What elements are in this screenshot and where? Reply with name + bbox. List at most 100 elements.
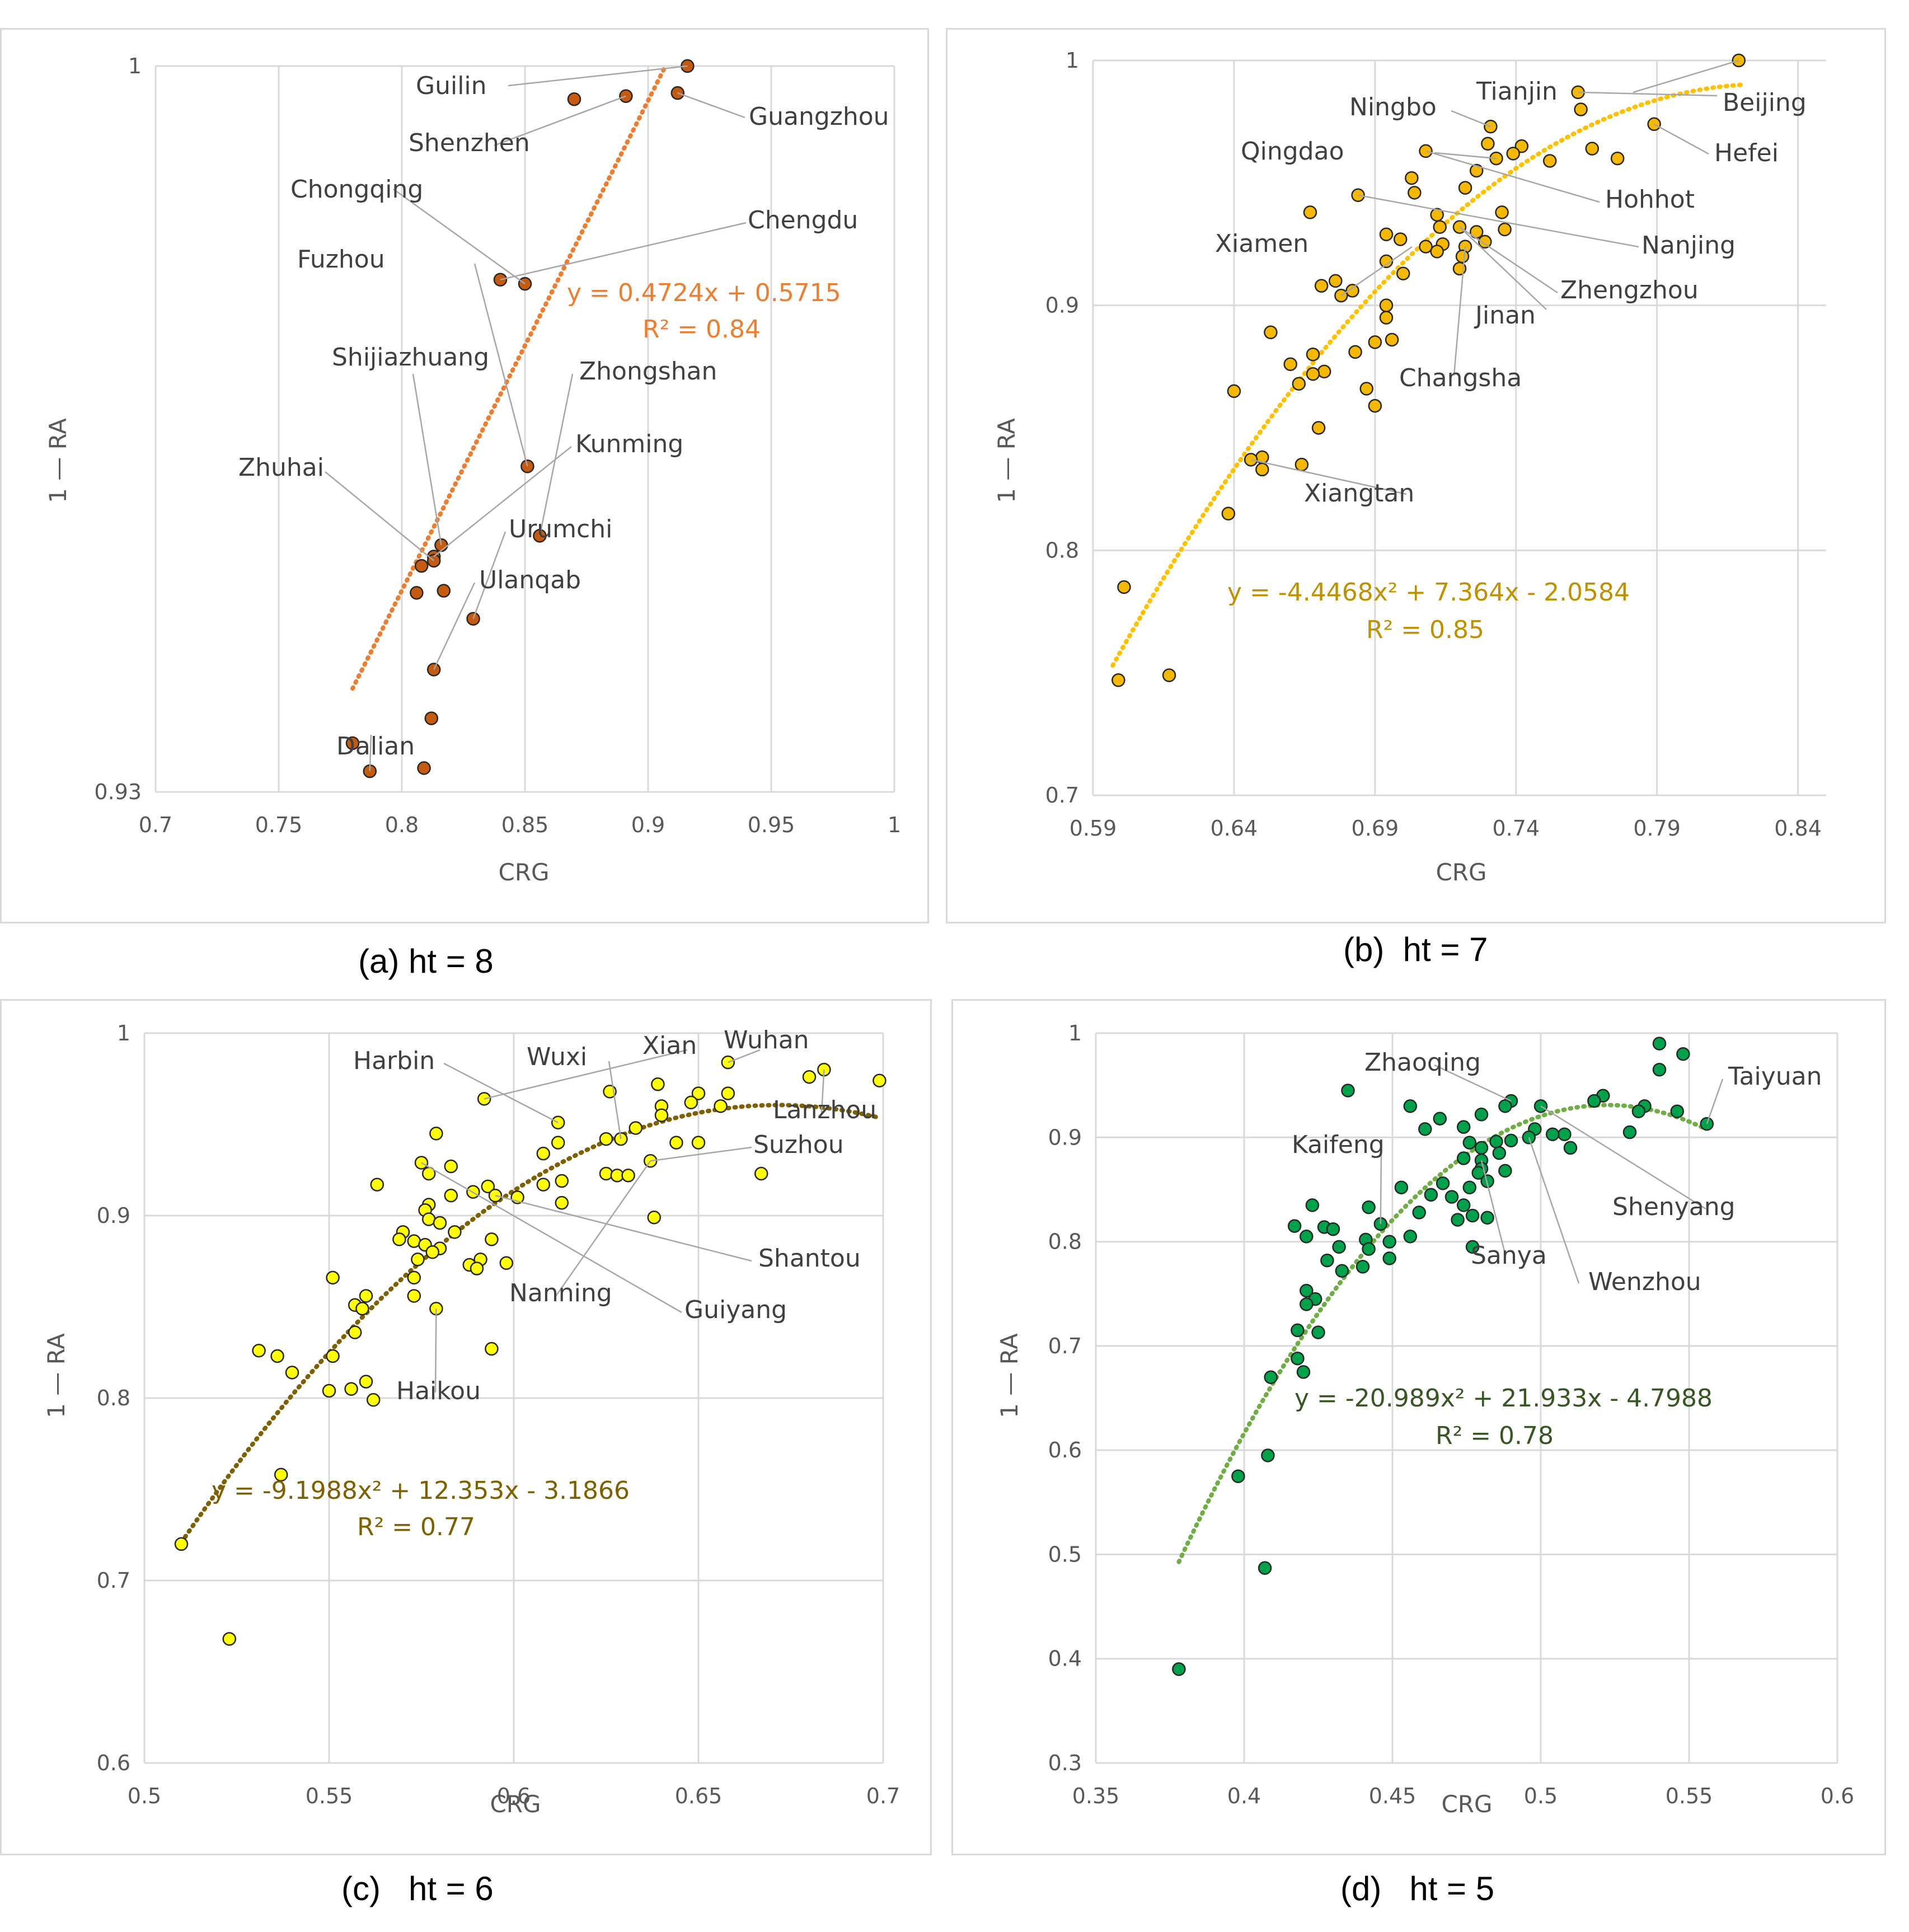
data-point (551, 1136, 565, 1150)
data-point (485, 1342, 499, 1356)
data-point (1227, 384, 1241, 398)
data-point (1306, 347, 1320, 362)
data-point (1587, 1094, 1601, 1108)
data-point (370, 1178, 384, 1192)
city-label-changsha: Changsha (1399, 364, 1522, 392)
city-label-fuzhou: Fuzhou (297, 245, 385, 274)
data-point (1419, 240, 1433, 254)
data-point (1394, 1180, 1409, 1194)
data-point (1264, 1370, 1278, 1384)
leader-line (494, 95, 626, 147)
data-point (448, 1225, 462, 1239)
data-point (802, 1070, 817, 1084)
y-tick-label: 1 (128, 54, 142, 78)
data-point (433, 1216, 447, 1230)
city-label-shijiazhuang: Shijiazhuang (332, 343, 489, 372)
trend-line (350, 64, 668, 691)
data-point (1514, 139, 1529, 153)
data-point (359, 1289, 373, 1303)
x-tick-label: 0.85 (501, 813, 549, 837)
trend-line (1110, 82, 1744, 668)
data-point (1498, 222, 1512, 237)
city-label-beijing: Beijing (1723, 88, 1807, 117)
city-label-ningbo: Ningbo (1349, 93, 1437, 121)
data-point (1261, 1448, 1275, 1462)
x-tick-label: 0.64 (1211, 816, 1258, 841)
data-point (1563, 1141, 1578, 1155)
data-point (1162, 668, 1176, 682)
chart-panel-d: 0.35 0.4 0.45 0.5 0.55 0.6 0.3 0.4 0.5 0.6 0.7 0.8 0… (951, 999, 1886, 1855)
city-label-taiyuan: Taiyuan (1728, 1062, 1822, 1091)
data-point (1492, 1146, 1507, 1160)
data-point (1287, 1219, 1302, 1233)
data-point (1465, 1208, 1480, 1223)
y-tick-label: 0.6 (97, 1751, 130, 1775)
data-point (1300, 1297, 1314, 1311)
data-point (1379, 254, 1394, 269)
leader-line (495, 1194, 752, 1262)
data-point (1329, 274, 1343, 288)
x-tick-label: 0.45 (1369, 1784, 1416, 1808)
data-point (1412, 1206, 1426, 1220)
x-tick-label: 1 (888, 813, 901, 837)
x-tick-label: 0.55 (306, 1784, 353, 1808)
chart-panel-c: 0.5 0.55 0.6 0.65 0.7 0.6 0.7 0.8 0.9 1 y = -9.19… (0, 999, 932, 1855)
data-point (411, 1252, 425, 1267)
city-label-kaifeng: Kaifeng (1292, 1131, 1385, 1159)
data-point (1542, 154, 1557, 168)
data-point (270, 1349, 284, 1363)
data-point (348, 1325, 362, 1339)
data-point (1341, 1084, 1355, 1098)
data-point (1455, 249, 1470, 264)
y-axis-label-c: 1 — RA (43, 1333, 70, 1418)
data-point (1379, 227, 1394, 241)
y-tick-label: 1 (1066, 48, 1079, 73)
data-point (669, 1136, 683, 1150)
data-point (499, 1256, 514, 1270)
data-point (1345, 284, 1359, 298)
data-point (1474, 1141, 1489, 1155)
city-label-zhengzhou: Zhengzhou (1560, 276, 1699, 304)
data-point (1362, 1242, 1376, 1256)
data-point (1379, 298, 1394, 312)
data-point (407, 1270, 421, 1285)
city-label-chongqing: Chongqing (290, 175, 423, 204)
data-point (536, 1178, 551, 1192)
x-tick-label: 0.95 (748, 813, 795, 837)
scatter-chart-d: 0.35 0.4 0.45 0.5 0.55 0.6 0.3 0.4 0.5 0.6 0.7 0.8 0… (996, 1021, 1854, 1818)
data-point (410, 586, 424, 600)
leader-line (1453, 246, 1466, 376)
data-point (1474, 1108, 1489, 1122)
data-point (1335, 1264, 1349, 1278)
city-label-lanzhou: Lanzhou (773, 1096, 876, 1124)
city-label-suzhou: Suzhou (753, 1131, 844, 1159)
leader-line (472, 531, 506, 620)
data-point (1700, 1117, 1714, 1131)
data-point (344, 1382, 358, 1396)
data-point (1504, 1133, 1518, 1148)
data-point (1481, 137, 1495, 151)
data-point (1652, 1037, 1667, 1051)
scatter-chart-b: 0.59 0.64 0.69 0.74 0.79 0.84 0.7 0.8 0.9 1 y = -… (993, 48, 1826, 886)
data-point (481, 1179, 495, 1194)
x-tick-label: 0.84 (1774, 816, 1822, 841)
city-label-shenyang: Shenyang (1612, 1193, 1736, 1221)
data-point (1498, 1164, 1512, 1178)
data-point (691, 1086, 706, 1100)
y-tick-label: 1 (1068, 1021, 1082, 1045)
x-tick-label: 0.6 (497, 1784, 531, 1808)
data-point (1382, 1235, 1396, 1249)
data-point (1368, 398, 1382, 413)
leader-line (1451, 110, 1491, 128)
data-point (555, 1174, 569, 1188)
data-point (1403, 1230, 1418, 1244)
x-tick-label: 0.9 (631, 813, 665, 837)
y-tick-label: 0.3 (1048, 1751, 1082, 1775)
data-point (1221, 507, 1236, 520)
leader-line (555, 1160, 651, 1297)
y-tick-label: 0.6 (1048, 1438, 1082, 1462)
data-point (1545, 1127, 1560, 1141)
leader-line (508, 65, 688, 87)
scatter-chart-a: 0.7 0.75 0.8 0.85 0.9 0.95 1 0.93 1 y = 0.4724x … (44, 54, 901, 886)
y-tick-label: 0.7 (1048, 1334, 1082, 1358)
